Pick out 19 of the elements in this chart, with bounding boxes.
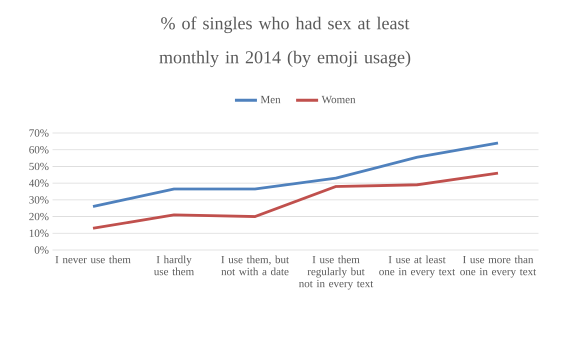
y-tick-label: 10%: [30, 230, 49, 238]
y-tick-label: 70%: [30, 129, 49, 137]
x-tick-label: I hardly use them: [154, 256, 194, 276]
x-tick-label: I never use them: [56, 256, 131, 264]
legend-label: Women: [322, 96, 356, 104]
x-tick-label: I use at least one in every text: [379, 256, 456, 278]
legend-label: Men: [260, 96, 280, 104]
x-tick-label: I use them regularly but not in every text: [298, 256, 374, 290]
y-tick-label: 40%: [29, 179, 49, 187]
y-tick-label: 60%: [29, 146, 49, 154]
y-tick-label: 20%: [29, 212, 49, 220]
line-series: [92, 172, 500, 230]
chart-title: % of singles who had sex at least monthly in 2014 (by emoji usage): [159, 16, 410, 68]
y-tick-label: 50%: [29, 162, 49, 170]
x-tick-label: I use more than one in every text: [460, 256, 536, 278]
y-tick-label: 0%: [34, 246, 49, 254]
line-series: [92, 142, 500, 208]
x-tick-label: I use them, but not with a date: [221, 256, 289, 276]
y-tick-label: 30%: [29, 196, 49, 204]
